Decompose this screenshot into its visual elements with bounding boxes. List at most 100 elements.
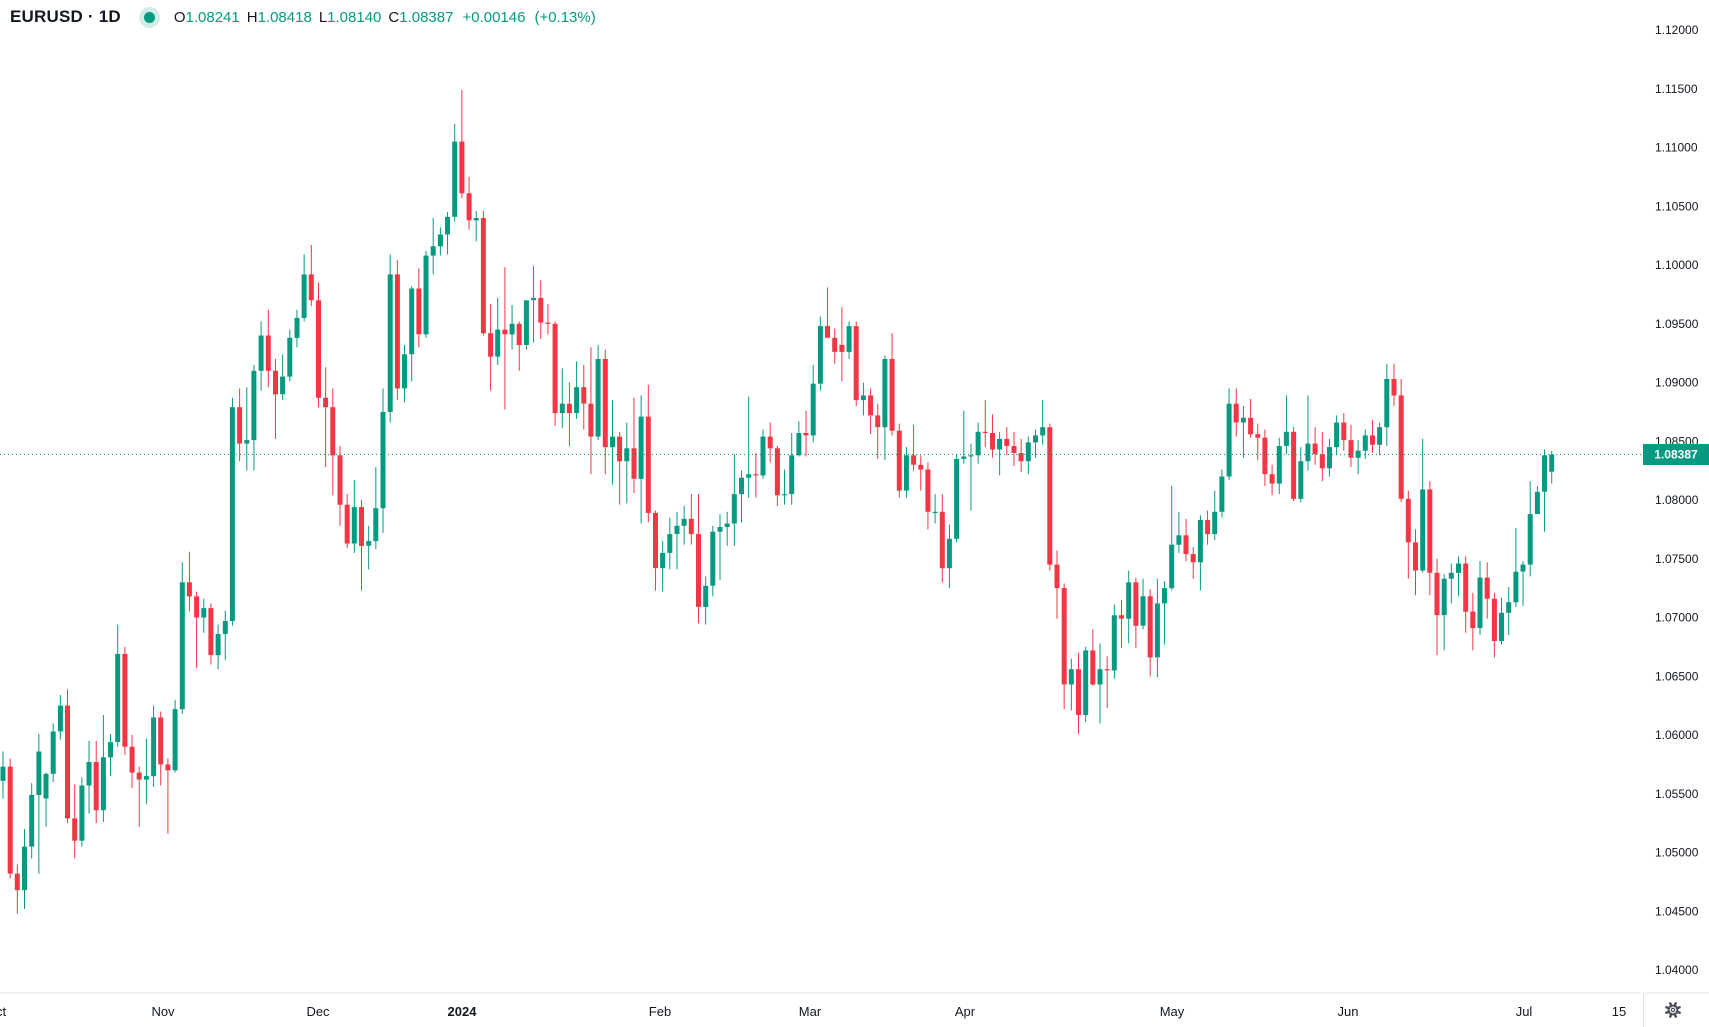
candle xyxy=(1362,429,1368,459)
candle xyxy=(330,388,336,496)
price-tick-label: 1.12000 xyxy=(1655,23,1699,37)
candle xyxy=(559,368,565,429)
candle xyxy=(1341,413,1347,451)
candle xyxy=(380,388,386,533)
candle xyxy=(1413,529,1418,596)
candle xyxy=(1011,431,1017,466)
time-tick-label: Feb xyxy=(649,1004,671,1019)
candle xyxy=(1269,464,1275,496)
candle xyxy=(839,307,845,382)
candle xyxy=(545,303,551,335)
candle xyxy=(430,218,436,275)
candle xyxy=(1470,592,1476,651)
candle xyxy=(1169,485,1175,591)
candle xyxy=(115,624,121,747)
candle xyxy=(638,395,644,524)
candle xyxy=(1097,643,1103,724)
candle xyxy=(760,429,766,479)
candle xyxy=(323,367,329,468)
candle xyxy=(366,525,372,570)
time-tick-label: 2024 xyxy=(448,1004,478,1019)
candle xyxy=(43,772,49,827)
candle xyxy=(452,124,458,222)
candle xyxy=(860,382,866,416)
candle xyxy=(1506,587,1512,636)
candle xyxy=(93,740,99,824)
candle xyxy=(645,384,651,523)
candle xyxy=(1076,652,1081,734)
price-tick-label: 1.09500 xyxy=(1655,317,1699,331)
candle xyxy=(1305,395,1311,471)
candle xyxy=(946,524,952,589)
candle xyxy=(1190,547,1196,579)
candle xyxy=(1111,604,1117,679)
candle xyxy=(1370,420,1375,453)
open-value: 1.08241 xyxy=(185,8,240,26)
candle xyxy=(746,396,752,498)
candle xyxy=(538,280,544,339)
data-source-dot-icon[interactable] xyxy=(138,6,160,28)
candle xyxy=(796,421,802,457)
candle xyxy=(0,751,6,799)
candle xyxy=(151,705,157,787)
price-tick-label: 1.05500 xyxy=(1655,787,1699,801)
candle xyxy=(65,689,70,824)
candle xyxy=(14,864,20,914)
candle xyxy=(516,321,522,371)
candle xyxy=(1183,518,1189,562)
candle xyxy=(581,364,587,430)
candle xyxy=(774,446,780,506)
candle xyxy=(1499,597,1504,645)
candle xyxy=(1090,629,1096,686)
candle xyxy=(1004,427,1010,456)
candle xyxy=(1491,592,1497,658)
candle xyxy=(509,305,515,350)
candle xyxy=(265,309,271,388)
high-label: H xyxy=(246,8,258,26)
candle xyxy=(717,514,723,580)
candle xyxy=(36,733,42,874)
candle xyxy=(1176,511,1182,553)
price-tick-label: 1.07000 xyxy=(1655,611,1699,625)
time-tick-label: Jul xyxy=(1516,1004,1533,1019)
chart-legend[interactable]: EURUSD · 1D O1.08241 H1.08418 L1.08140 C… xyxy=(10,5,596,29)
gear-icon[interactable] xyxy=(1665,1002,1681,1018)
candles-layer xyxy=(0,89,1555,914)
candle xyxy=(1226,388,1232,480)
time-axis[interactable]: Oct Nov Dec 2024 Feb Mar Apr May Jun Jul 15 xyxy=(0,992,1709,1027)
candle xyxy=(1549,450,1555,484)
candle xyxy=(789,433,795,505)
candle xyxy=(480,211,486,336)
candle xyxy=(681,505,687,545)
time-tick-label: Dec xyxy=(306,1004,330,1019)
symbol-title[interactable]: EURUSD · 1D xyxy=(10,7,121,26)
candle xyxy=(100,715,106,822)
candle xyxy=(1391,363,1397,406)
price-tick-label: 1.11000 xyxy=(1655,141,1698,155)
candle xyxy=(459,89,465,198)
candle xyxy=(660,541,666,592)
candle xyxy=(1484,562,1490,619)
candle xyxy=(911,424,917,471)
candle xyxy=(179,562,185,714)
candle xyxy=(903,447,909,498)
candle xyxy=(1534,485,1540,515)
candle xyxy=(208,603,214,665)
candle xyxy=(731,454,737,546)
candle xyxy=(1327,438,1332,477)
candle xyxy=(495,297,501,365)
candle xyxy=(602,349,608,475)
candle xyxy=(1398,379,1404,503)
price-axis[interactable]: 1.12000 1.11500 1.11000 1.10500 1.10000 1.095… xyxy=(1655,23,1699,977)
candle xyxy=(251,364,257,471)
candle xyxy=(409,286,415,382)
candle xyxy=(1248,399,1254,438)
candle xyxy=(1463,556,1469,633)
time-axis-settings[interactable] xyxy=(1665,1002,1681,1018)
candle xyxy=(22,829,27,909)
candle xyxy=(1068,658,1074,711)
time-tick-label: 15 xyxy=(1612,1004,1626,1019)
price-tick-label: 1.05000 xyxy=(1655,846,1699,860)
